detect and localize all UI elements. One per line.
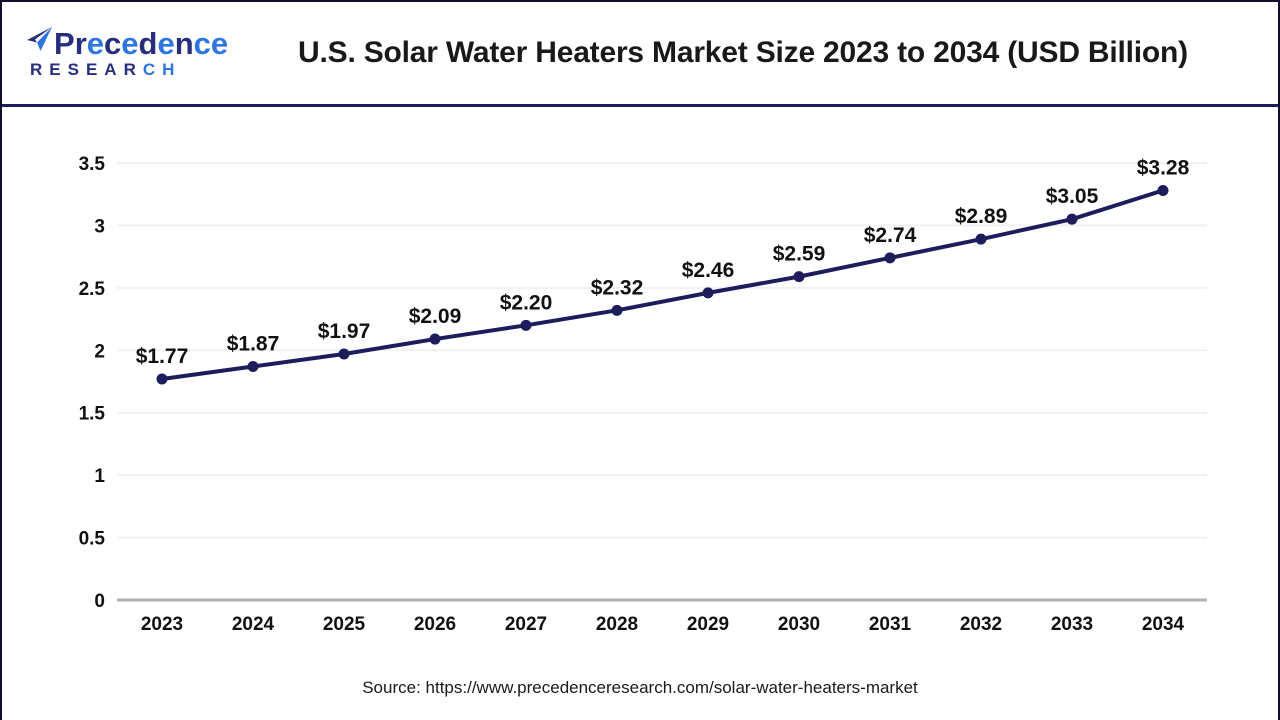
x-tick-label: 2024 — [232, 614, 275, 635]
data-point-label: $2.20 — [500, 291, 553, 314]
paper-plane-icon — [26, 26, 53, 58]
x-tick-label: 2033 — [1051, 614, 1093, 635]
data-point — [975, 233, 987, 245]
title-wrap: U.S. Solar Water Heaters Market Size 202… — [238, 36, 1278, 70]
line-chart: 0 0.5 1 1.5 2 2.5 3 3.5 2023 2024 2025 2026 2027 2028… — [79, 154, 1207, 635]
data-point-label: $2.74 — [864, 224, 917, 247]
x-tick-label: 2029 — [687, 614, 729, 635]
logo-letter: n — [174, 26, 194, 61]
data-point — [247, 361, 259, 373]
data-point-label: $1.87 — [227, 333, 280, 356]
x-tick-label: 2026 — [414, 614, 456, 635]
logo-letter: e — [157, 26, 175, 61]
y-tick-label: 0 — [94, 591, 105, 612]
header: Precedence RESEARCH U.S. Solar Water Hea… — [2, 2, 1278, 107]
data-point — [338, 348, 350, 360]
data-point — [1157, 184, 1169, 196]
logo-letter: e — [121, 26, 139, 61]
logo-letter: CH — [142, 60, 182, 79]
y-tick-label: 2 — [94, 341, 105, 362]
logo-letter: c — [104, 26, 122, 61]
data-point — [702, 287, 714, 299]
data-point-label: $3.28 — [1137, 156, 1190, 179]
x-tick-label: 2027 — [505, 614, 547, 635]
logo-letter: r — [74, 26, 87, 61]
x-tick-label: 2031 — [869, 614, 912, 635]
data-point-label: $2.89 — [955, 205, 1008, 228]
data-point-label: $2.09 — [409, 305, 462, 328]
x-tick-label: 2025 — [323, 614, 366, 635]
data-point-label: $1.77 — [136, 345, 189, 368]
y-tick-label: 3 — [94, 216, 105, 237]
logo-text-research: RESEARCH — [30, 61, 181, 78]
x-tick-label: 2023 — [141, 614, 183, 635]
logo-letter: c — [193, 26, 211, 61]
data-point-label: $2.59 — [773, 243, 826, 266]
precedence-research-logo: Precedence RESEARCH — [26, 26, 238, 78]
logo-letter: e — [210, 26, 229, 61]
logo-letter: e — [86, 26, 105, 61]
data-line — [160, 188, 1165, 382]
data-point-label: $3.05 — [1046, 185, 1099, 208]
data-point — [611, 304, 623, 316]
data-point-label: $2.46 — [682, 259, 735, 282]
chart-area: 0 0.5 1 1.5 2 2.5 3 3.5 2023 2024 2025 2026 2027 2028… — [2, 108, 1278, 674]
y-tick-label: 1.5 — [79, 404, 106, 425]
data-point — [156, 373, 168, 385]
y-tick-label: 1 — [94, 466, 105, 487]
data-point — [884, 252, 896, 264]
data-point-label: $2.32 — [591, 276, 644, 299]
logo-letter: d — [138, 26, 158, 61]
x-tick-label: 2030 — [778, 614, 820, 635]
x-tick-label: 2032 — [960, 614, 1002, 635]
logo-letter: RESEAR — [30, 60, 143, 79]
logo-text-precedence: Precedence — [54, 28, 228, 59]
y-tick-label: 2.5 — [79, 279, 106, 300]
y-tick-label: 3.5 — [79, 154, 106, 175]
data-point — [1066, 213, 1078, 225]
page-title: U.S. Solar Water Heaters Market Size 202… — [298, 36, 1188, 69]
data-point — [520, 319, 532, 331]
data-point-label: $1.97 — [318, 320, 371, 343]
logo-wordmark: Precedence — [26, 26, 228, 59]
x-tick-label: 2028 — [596, 614, 638, 635]
source-text: Source: https://www.precedenceresearch.c… — [362, 678, 918, 697]
logo-letter: P — [54, 26, 75, 61]
data-point — [429, 333, 441, 345]
x-tick-label: 2034 — [1142, 614, 1185, 635]
y-tick-label: 0.5 — [79, 529, 106, 550]
data-point — [793, 271, 805, 283]
